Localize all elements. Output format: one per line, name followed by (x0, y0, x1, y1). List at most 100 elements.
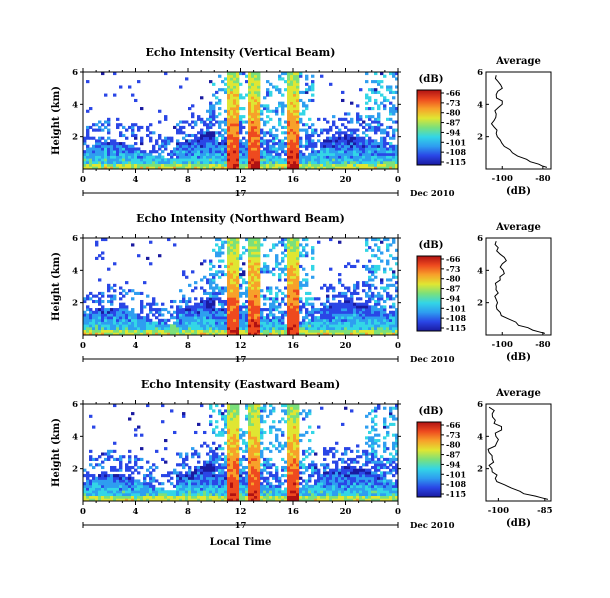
echo-cell (137, 158, 141, 162)
echo-cell (230, 283, 234, 287)
echo-cell (113, 487, 117, 491)
echo-cell (329, 166, 333, 170)
echo-cell (152, 297, 156, 301)
echo-cell (245, 492, 249, 497)
echo-cell (287, 136, 291, 140)
echo-cell (83, 142, 87, 146)
echo-cell (275, 262, 279, 266)
echo-cell (365, 160, 369, 165)
echo-cell (239, 291, 243, 295)
echo-cell (164, 474, 168, 478)
echo-cell (257, 439, 261, 443)
echo-cell (140, 155, 144, 159)
echo-cell (188, 498, 192, 502)
echo-cell (296, 104, 300, 108)
echo-cell (392, 318, 396, 322)
echo-cell (338, 299, 342, 304)
echo-cell (191, 133, 195, 138)
echo-cell (227, 278, 231, 282)
echo-cell (287, 158, 291, 162)
echo-cell (332, 163, 336, 167)
echo-cell (338, 313, 342, 317)
echo-cell (374, 155, 378, 159)
x-tick-label: 20 (340, 175, 352, 185)
echo-cell (323, 332, 327, 336)
echo-cell (203, 329, 207, 333)
echo-cell (176, 139, 180, 143)
echo-cell (230, 316, 234, 320)
echo-cell (278, 324, 282, 328)
echo-cell (152, 321, 156, 325)
echo-cell (380, 85, 384, 89)
echo-cell (224, 457, 228, 461)
echo-cell (287, 262, 291, 266)
echo-cell (362, 310, 366, 314)
echo-cell (188, 313, 192, 317)
echo-cell (305, 308, 309, 312)
echo-cell (287, 302, 291, 306)
echo-cell (284, 120, 288, 124)
echo-cell (101, 487, 105, 491)
echo-cell (206, 482, 210, 486)
echo-cell (116, 117, 120, 121)
echo-cell (221, 457, 225, 461)
echo-cell (371, 90, 375, 94)
echo-cell (101, 155, 105, 159)
echo-cell (140, 457, 144, 461)
echo-cell (98, 163, 102, 167)
echo-cell (212, 147, 216, 151)
echo-cell (119, 147, 123, 151)
echo-cell (392, 147, 396, 151)
echo-cell (170, 332, 174, 336)
echo-cell (218, 163, 222, 167)
echo-cell (230, 425, 234, 429)
echo-cell (314, 332, 318, 336)
echo-cell (254, 128, 258, 132)
echo-cell (188, 308, 192, 312)
echo-cell (110, 308, 114, 312)
echo-cell (236, 128, 240, 132)
echo-cell (149, 329, 153, 333)
echo-cell (218, 474, 222, 478)
echo-cell (236, 88, 240, 92)
echo-cell (233, 460, 237, 464)
echo-cell (164, 492, 168, 497)
echo-cell (356, 166, 360, 170)
echo-cell (173, 125, 177, 129)
echo-cell (161, 144, 165, 148)
echo-cell (230, 310, 234, 314)
echo-cell (290, 158, 294, 162)
echo-cell (362, 308, 366, 312)
echo-cell (305, 77, 309, 81)
echo-cell (341, 160, 345, 165)
echo-cell (227, 166, 231, 170)
echo-cell (251, 131, 255, 135)
echo-cell (350, 299, 354, 304)
echo-cell (230, 77, 234, 81)
echo-cell (122, 310, 126, 314)
echo-cell (236, 463, 240, 467)
echo-cell (251, 422, 255, 426)
echo-cell (347, 305, 351, 309)
echo-cell (230, 264, 234, 269)
echo-cell (359, 139, 363, 143)
echo-cell (92, 487, 96, 491)
echo-cell (107, 490, 111, 494)
echo-cell (233, 90, 237, 94)
echo-cell (311, 163, 315, 167)
echo-cell (182, 152, 186, 156)
echo-cell (215, 332, 219, 336)
echo-cell (143, 482, 147, 486)
echo-cell (221, 144, 225, 148)
echo-cell (356, 160, 360, 165)
echo-cell (227, 275, 231, 279)
echo-cell (284, 332, 288, 336)
echo-cell (188, 487, 192, 491)
echo-cell (239, 321, 243, 325)
echo-cell (203, 460, 207, 464)
echo-cell (299, 326, 303, 331)
echo-cell (143, 166, 147, 170)
echo-cell (101, 128, 105, 132)
echo-cell (155, 321, 159, 325)
echo-cell (248, 465, 252, 470)
